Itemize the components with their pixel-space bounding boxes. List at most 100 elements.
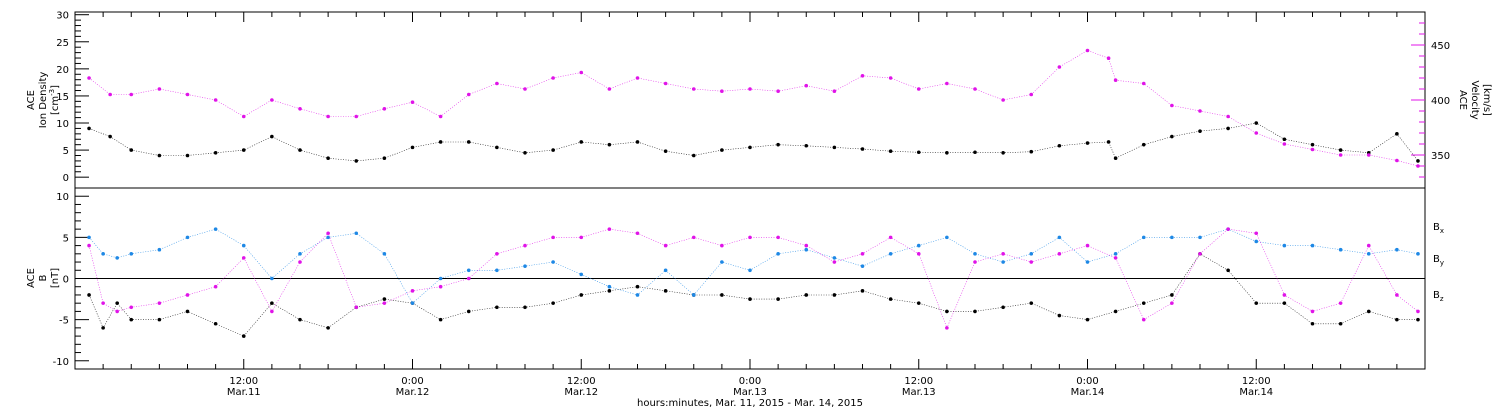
- velocity-point: [466, 92, 471, 97]
- velocity-point: [579, 70, 584, 75]
- by-point: [1001, 260, 1005, 264]
- bx-point: [776, 297, 780, 301]
- velocity-point: [635, 76, 640, 80]
- top-right-ytick-label: 350: [1431, 151, 1450, 162]
- x-axis-title: hours:minutes, Mar. 11, 2015 - Mar. 14, …: [637, 398, 863, 409]
- bottom-ytick-label: 0: [63, 275, 69, 286]
- bz-point: [1057, 252, 1062, 256]
- by-point: [213, 227, 218, 231]
- bx-point: [973, 309, 977, 314]
- bx-point: [663, 289, 668, 293]
- top-right-ylabel-line1: ACE: [1457, 90, 1468, 110]
- velocity-point: [776, 89, 780, 93]
- bz-point: [1366, 243, 1371, 248]
- legend-bz: Bz: [1433, 290, 1444, 303]
- by-point: [1282, 243, 1287, 248]
- velocity-point: [157, 87, 162, 91]
- bz-point: [748, 235, 752, 240]
- density-point: [551, 148, 555, 152]
- velocity-point: [888, 76, 893, 80]
- x-tick-time-label: 0:00: [401, 376, 423, 387]
- velocity-point: [87, 76, 91, 80]
- velocity-point: [1254, 131, 1259, 135]
- bx-point: [466, 309, 471, 314]
- bz-point: [213, 284, 218, 289]
- density-point: [1226, 126, 1230, 131]
- x-tick-time-label: 12:00: [1242, 376, 1271, 387]
- bx-point: [551, 301, 555, 305]
- by-point: [551, 260, 555, 264]
- density-point: [87, 126, 91, 131]
- bottom-ytick-label: 10: [56, 192, 69, 203]
- by-point: [354, 231, 359, 236]
- bx-point: [579, 293, 584, 297]
- by-point: [1254, 239, 1259, 244]
- top-left-ytick-label: 15: [56, 92, 69, 103]
- bottom-ytick-label: -5: [59, 316, 69, 327]
- velocity-point: [1226, 114, 1230, 119]
- bz-point: [551, 235, 555, 240]
- by-point: [804, 247, 809, 252]
- bz-point: [1001, 252, 1005, 256]
- velocity-point: [691, 87, 696, 91]
- by-point: [1113, 252, 1118, 256]
- top-right-ytick-label: 450: [1431, 41, 1450, 52]
- bx-point: [1057, 313, 1062, 318]
- bottom-ytick-label: -10: [53, 357, 69, 368]
- bz-point: [663, 243, 668, 248]
- top-left-ylabel-line1: ACE: [26, 90, 37, 110]
- density-point: [495, 145, 499, 150]
- density-point: [1198, 129, 1202, 133]
- density-point: [270, 134, 274, 139]
- by-point: [1366, 252, 1371, 256]
- velocity-trace: [88, 50, 1419, 167]
- by-point: [101, 252, 105, 256]
- velocity-point: [607, 87, 612, 91]
- bz-point: [1338, 301, 1343, 305]
- bx-trace: [88, 253, 1418, 337]
- bz-point: [804, 243, 809, 248]
- bx-point: [382, 297, 387, 301]
- x-tick-date-label: Mar.12: [564, 387, 598, 398]
- density-point: [860, 147, 865, 151]
- bx-point: [1113, 309, 1118, 314]
- velocity-point: [495, 81, 499, 86]
- bz-point: [438, 284, 443, 289]
- bx-point: [1416, 317, 1420, 322]
- bx-point: [1282, 301, 1287, 305]
- bx-point: [860, 289, 865, 293]
- velocity-point: [382, 107, 387, 111]
- bx-point: [241, 334, 246, 338]
- top-left-ylabel-line2: Ion Density: [38, 72, 49, 129]
- by-point: [1416, 252, 1420, 256]
- velocity-point: [1282, 142, 1287, 146]
- bz-point: [607, 227, 612, 231]
- by-point: [115, 256, 119, 260]
- bz-point: [832, 260, 837, 264]
- by-point: [860, 264, 865, 268]
- velocity-point: [1001, 98, 1005, 102]
- bz-point: [720, 243, 724, 248]
- by-point: [157, 247, 162, 252]
- velocity-point: [945, 81, 949, 86]
- by-point: [523, 264, 527, 268]
- top-left-ytick-label: 0: [63, 173, 69, 184]
- velocity-point: [720, 89, 724, 93]
- velocity-point: [241, 114, 246, 119]
- bz-point: [973, 260, 977, 264]
- density-point: [916, 150, 921, 155]
- density-point: [410, 145, 415, 150]
- bx-point: [213, 321, 218, 326]
- bz-point: [1085, 243, 1090, 248]
- velocity-point: [1106, 56, 1111, 60]
- velocity-point: [1366, 153, 1371, 157]
- by-point: [945, 235, 949, 240]
- bottom-left-ylabel-line3: [nT]: [50, 268, 61, 288]
- by-trace: [88, 228, 1419, 304]
- velocity-point: [804, 83, 809, 88]
- top-left-ytick-label: 25: [56, 38, 69, 49]
- bz-point: [776, 235, 780, 240]
- density-point: [1310, 142, 1315, 147]
- density-point: [635, 140, 640, 144]
- bx-point: [1141, 301, 1146, 305]
